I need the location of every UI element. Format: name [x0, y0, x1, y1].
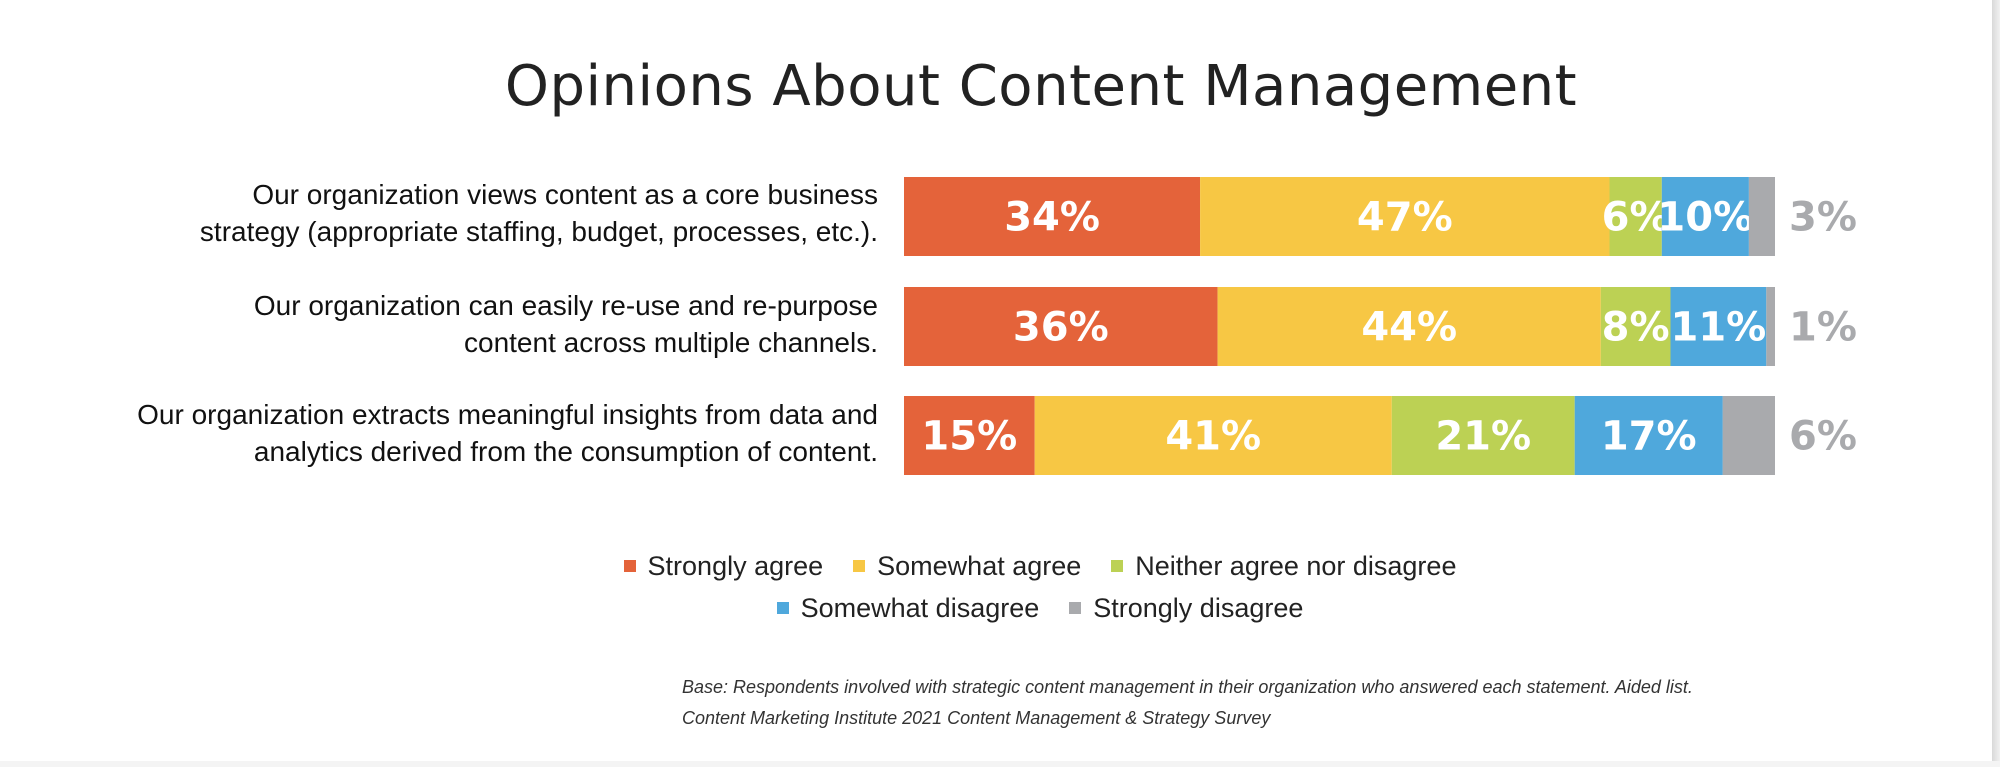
legend-item-strongly-disagree: Strongly disagree — [1069, 593, 1303, 624]
data-label: 10% — [1657, 195, 1753, 241]
data-label: 8% — [1602, 305, 1670, 351]
data-label: 21% — [1435, 414, 1531, 460]
statement-label-line: analytics derived from the consumption o… — [253, 436, 878, 467]
data-label: 11% — [1671, 305, 1767, 351]
bar-segment — [1217, 287, 1601, 366]
data-label: 6% — [1602, 195, 1670, 241]
statement-label-line: Our organization can easily re-use and r… — [253, 290, 878, 321]
data-label: 47% — [1357, 195, 1453, 241]
legend-item-strongly-agree: Strongly agree — [623, 550, 824, 582]
statement-label-2: Our organization can easily re-use and r… — [40, 287, 878, 361]
legend-label: Somewhat agree — [877, 550, 1082, 581]
legend-label: Neither agree nor disagree — [1135, 550, 1457, 581]
data-label: 41% — [1165, 414, 1261, 460]
data-label: 17% — [1601, 414, 1697, 460]
statement-label-3: Our organization extracts meaningful ins… — [40, 396, 878, 470]
legend-row-2: Somewhat disagree Strongly disagree — [0, 587, 2000, 629]
bar-segment — [1600, 287, 1671, 366]
data-label: 36% — [1013, 305, 1109, 351]
bar-segment — [1766, 287, 1775, 366]
data-label: 15% — [921, 414, 1017, 460]
bar-segment — [1661, 177, 1749, 256]
legend-label: Somewhat disagree — [800, 592, 1040, 623]
bar-segment — [1200, 177, 1610, 256]
footnote-line: Content Marketing Institute 2021 Content… — [682, 708, 1271, 728]
bar-segment — [904, 396, 1035, 475]
legend-swatch — [623, 560, 636, 572]
bar-segment — [1034, 396, 1392, 475]
legend-swatch — [853, 560, 866, 572]
legend-swatch — [1069, 602, 1082, 614]
legend-swatch — [1111, 560, 1124, 572]
legend-item-somewhat-disagree: Somewhat disagree — [776, 592, 1040, 624]
statement-label-line: strategy (appropriate staffing, budget, … — [199, 216, 878, 247]
legend-row-1: Strongly agree Somewhat agree Neither ag… — [0, 545, 2000, 587]
legend-swatch — [776, 602, 789, 614]
footnote-line: Base: Respondents involved with strategi… — [682, 677, 1693, 697]
legend-item-neither: Neither agree nor disagree — [1111, 551, 1456, 582]
window-edge — [1992, 0, 2000, 767]
bar-segment — [1670, 287, 1767, 366]
bar-segment — [904, 287, 1218, 366]
data-label: 34% — [1004, 195, 1100, 241]
legend-label: Strongly agree — [647, 550, 824, 581]
statement-label-1: Our organization views content as a core… — [40, 176, 878, 250]
window-edge-bottom — [0, 761, 2000, 767]
chart-footnote: Base: Respondents involved with strategi… — [682, 672, 1932, 734]
bar-segment — [904, 177, 1201, 256]
statement-label-line: Our organization extracts meaningful ins… — [137, 399, 878, 430]
bar-segment — [1748, 177, 1775, 256]
legend-label: Strongly disagree — [1093, 592, 1304, 623]
data-label: 44% — [1361, 305, 1457, 351]
chart-legend: Strongly agree Somewhat agree Neither ag… — [0, 545, 2000, 629]
bar-segment — [1391, 396, 1575, 475]
bar-segment — [1574, 396, 1723, 475]
bar-segment — [1722, 396, 1775, 475]
bar-segment — [1609, 177, 1662, 256]
data-label: 3% — [1789, 195, 1857, 241]
data-label: 6% — [1789, 414, 1857, 460]
data-label: 1% — [1789, 305, 1857, 351]
chart-title: Opinions About Content Management — [504, 54, 1578, 119]
legend-item-somewhat-agree: Somewhat agree — [853, 551, 1081, 582]
statement-label-line: content across multiple channels. — [464, 327, 878, 358]
statement-label-line: Our organization views content as a core… — [252, 179, 878, 210]
